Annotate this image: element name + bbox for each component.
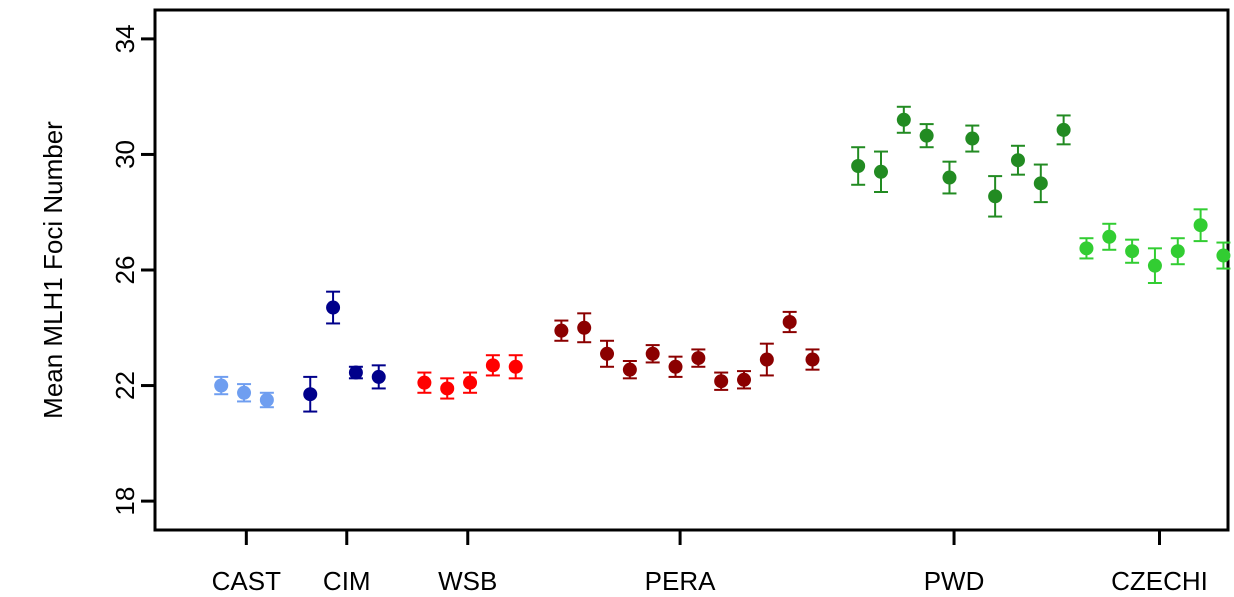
data-point — [1216, 248, 1231, 263]
data-point — [417, 375, 432, 390]
data-point — [1147, 258, 1162, 273]
data-point — [1170, 244, 1185, 259]
y-axis-title: Mean MLH1 Foci Number — [38, 121, 68, 419]
data-point — [237, 385, 252, 400]
data-point — [554, 323, 569, 338]
data-point — [600, 346, 615, 361]
data-point — [782, 315, 797, 329]
data-marks — [214, 105, 1231, 413]
data-point — [348, 365, 363, 380]
y-tick-label: 34 — [110, 24, 140, 53]
data-point — [668, 359, 683, 374]
data-point — [1010, 153, 1025, 168]
data-point — [759, 352, 774, 367]
x-tick-label: CAST — [212, 566, 281, 596]
x-tick-label: WSB — [438, 566, 497, 596]
data-point — [326, 300, 341, 315]
plot-frame — [153, 8, 1230, 532]
data-point — [463, 375, 478, 390]
data-point — [1102, 229, 1117, 244]
data-point — [988, 189, 1003, 204]
data-point — [805, 352, 820, 367]
x-tick-label: PWD — [924, 566, 985, 596]
data-point — [214, 378, 229, 393]
data-point — [896, 112, 911, 127]
y-tick-label: 18 — [110, 487, 140, 516]
x-tick-label: CIM — [323, 566, 371, 596]
data-point — [737, 372, 752, 387]
data-point — [1056, 122, 1071, 137]
data-point — [259, 393, 274, 407]
data-point — [577, 320, 592, 335]
data-point — [965, 131, 980, 146]
data-point — [851, 159, 866, 173]
data-point — [371, 369, 386, 384]
x-tick-label: PERA — [645, 566, 716, 596]
y-tick-label: 26 — [110, 256, 140, 285]
data-point — [622, 362, 637, 377]
x-tick-label: CZECHI — [1111, 566, 1208, 596]
data-point — [714, 374, 729, 389]
y-tick-label: 22 — [110, 371, 140, 400]
axes: 18 22 26 30 34 CAST CIM WSB PERA PWD CZECHI — [110, 8, 1230, 596]
data-point — [645, 346, 660, 361]
data-point — [942, 170, 957, 185]
data-point — [919, 128, 934, 143]
data-point — [303, 387, 318, 402]
y-tick-label: 30 — [110, 140, 140, 169]
data-point — [508, 359, 523, 374]
data-point — [1033, 176, 1048, 191]
data-point — [873, 164, 888, 179]
data-point — [485, 358, 500, 373]
data-point — [1125, 244, 1140, 259]
data-point — [1079, 241, 1094, 256]
data-point — [691, 351, 706, 366]
data-point — [440, 381, 455, 396]
data-point — [1193, 218, 1208, 233]
